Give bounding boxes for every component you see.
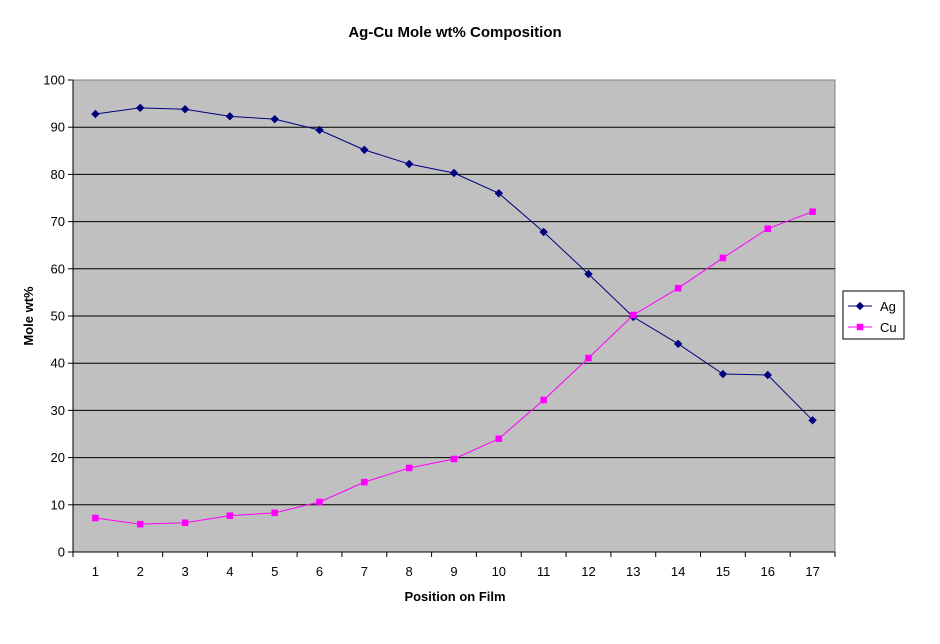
data-point-cu bbox=[226, 512, 234, 519]
legend-marker-ag bbox=[855, 301, 865, 311]
y-tick-label: 100 bbox=[43, 73, 65, 88]
data-point-cu bbox=[361, 478, 368, 486]
data-point-cu bbox=[181, 519, 189, 526]
x-tick-label: 16 bbox=[761, 564, 775, 579]
x-tick-label: 12 bbox=[581, 564, 595, 579]
chart-title: Ag-Cu Mole wt% Composition bbox=[348, 24, 561, 41]
data-point-cu bbox=[630, 311, 637, 319]
data-point-ag bbox=[404, 159, 414, 169]
data-point-ag bbox=[584, 269, 593, 279]
data-point-cu bbox=[495, 435, 503, 442]
data-point-cu bbox=[271, 509, 278, 517]
y-tick-label: 0 bbox=[58, 545, 65, 560]
x-tick-label: 11 bbox=[537, 564, 551, 579]
x-tick-label: 2 bbox=[137, 564, 144, 579]
data-point-ag bbox=[449, 168, 459, 178]
data-point-cu bbox=[764, 225, 772, 232]
x-axis-title: Position on Film bbox=[404, 589, 505, 604]
data-point-ag bbox=[763, 370, 772, 380]
data-point-ag bbox=[270, 114, 279, 124]
y-tick-label: 70 bbox=[51, 214, 65, 229]
x-tick-label: 6 bbox=[316, 564, 323, 579]
data-point-cu bbox=[719, 254, 727, 262]
legend-box bbox=[842, 290, 905, 340]
data-point-ag bbox=[718, 369, 728, 379]
x-tick-label: 15 bbox=[716, 564, 730, 579]
data-point-ag bbox=[494, 189, 504, 198]
y-tick-label: 30 bbox=[51, 403, 65, 418]
data-point-ag bbox=[91, 109, 100, 119]
x-tick-label: 5 bbox=[271, 564, 278, 579]
y-tick-label: 60 bbox=[51, 261, 65, 276]
data-point-cu bbox=[585, 354, 592, 362]
x-tick-label: 10 bbox=[492, 564, 506, 579]
y-tick-label: 50 bbox=[51, 309, 65, 324]
x-tick-label: 17 bbox=[805, 564, 819, 579]
x-tick-label: 4 bbox=[226, 564, 233, 579]
data-point-ag bbox=[315, 125, 324, 135]
data-point-cu bbox=[405, 464, 413, 472]
data-point-cu bbox=[809, 208, 816, 215]
y-tick-label: 10 bbox=[51, 497, 65, 512]
y-tick-label: 20 bbox=[51, 450, 65, 465]
data-point-ag bbox=[673, 339, 683, 349]
x-tick-label: 9 bbox=[450, 564, 457, 579]
data-point-cu bbox=[136, 520, 144, 528]
legend: Ag Cu bbox=[842, 290, 905, 340]
y-tick-label: 80 bbox=[51, 167, 65, 182]
data-point-ag bbox=[225, 112, 235, 121]
data-point-ag bbox=[180, 105, 190, 114]
data-point-cu bbox=[92, 514, 99, 522]
data-point-cu bbox=[450, 455, 458, 463]
y-tick-label: 90 bbox=[51, 120, 65, 135]
x-tick-label: 14 bbox=[671, 564, 685, 579]
x-tick-label: 3 bbox=[181, 564, 188, 579]
data-point-cu bbox=[316, 498, 323, 506]
x-tick-label: 1 bbox=[92, 564, 99, 579]
data-point-ag bbox=[539, 227, 548, 237]
legend-label-ag: Ag bbox=[880, 299, 896, 314]
data-point-cu bbox=[674, 284, 682, 292]
x-tick-label: 13 bbox=[626, 564, 640, 579]
legend-label-cu: Cu bbox=[880, 320, 897, 335]
data-point-ag bbox=[136, 103, 145, 113]
y-tick-label: 40 bbox=[51, 356, 65, 371]
y-axis-title: Mole wt% bbox=[21, 286, 36, 346]
data-point-cu bbox=[540, 396, 547, 404]
x-tick-label: 8 bbox=[406, 564, 413, 579]
x-tick-label: 7 bbox=[361, 564, 368, 579]
data-point-ag bbox=[360, 145, 369, 155]
data-point-ag bbox=[808, 416, 817, 425]
legend-marker-cu bbox=[856, 323, 864, 331]
